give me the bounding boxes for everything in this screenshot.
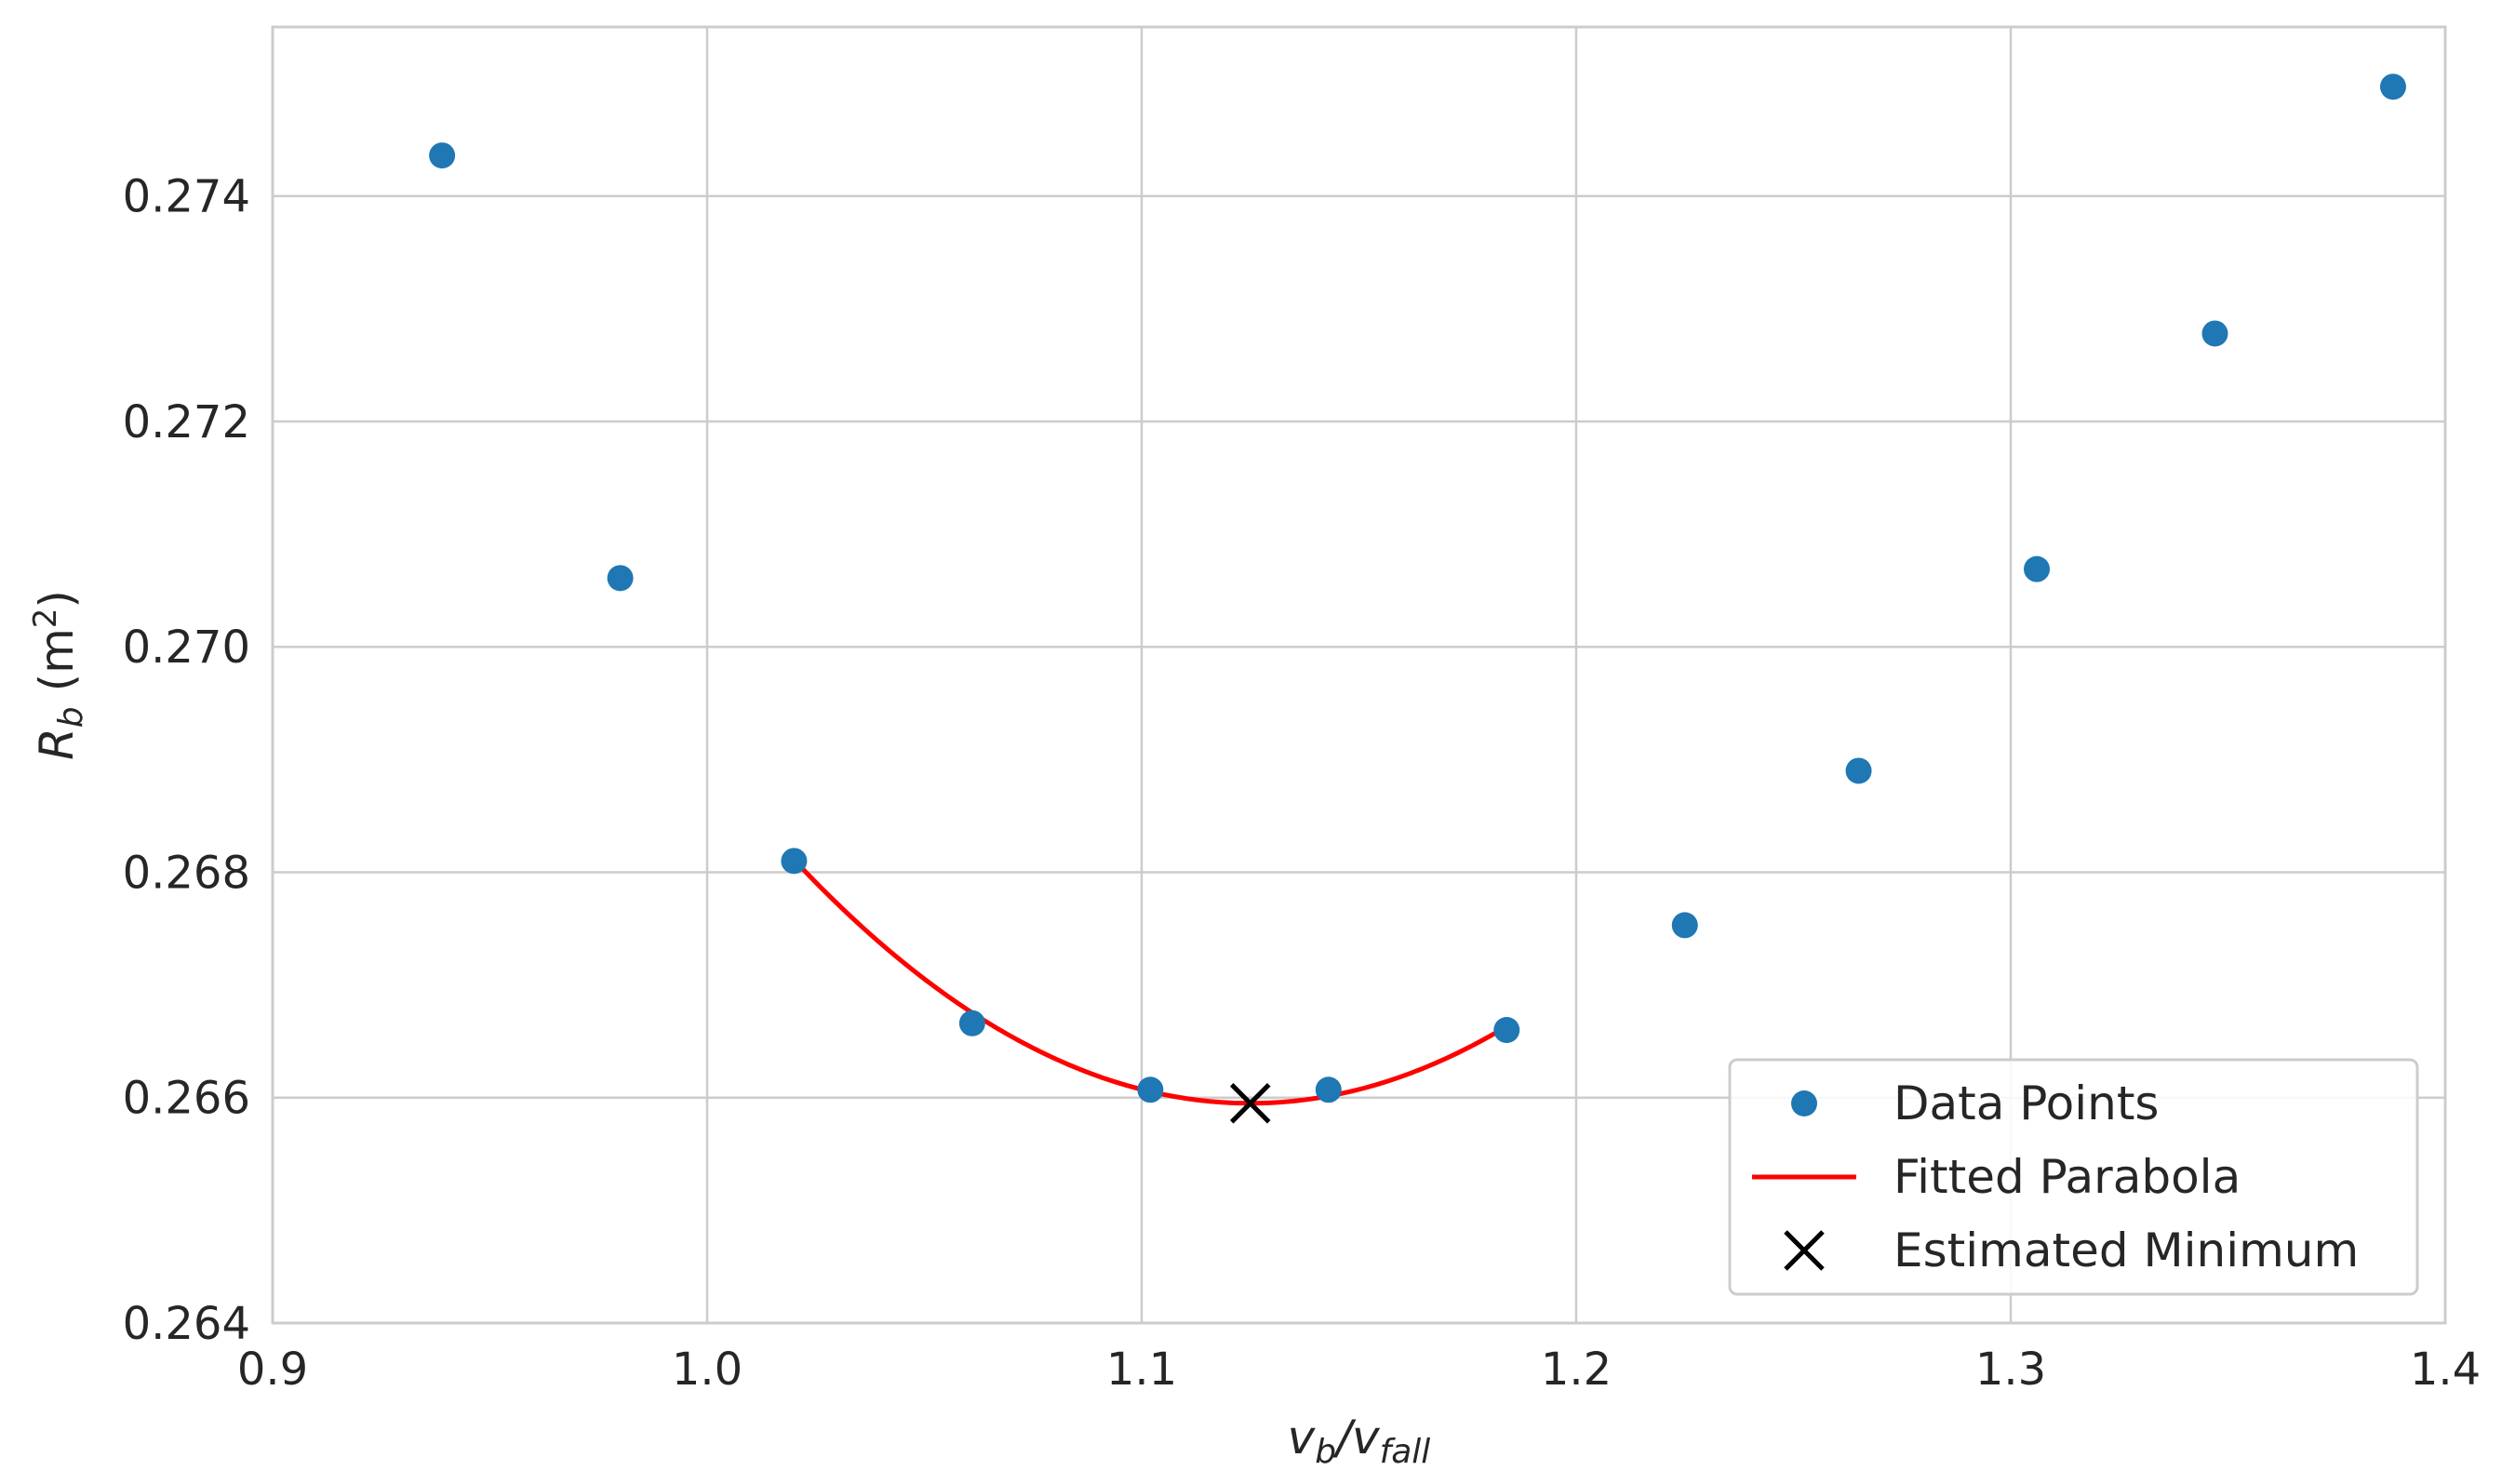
legend-label: Fitted Parabola [1893,1150,2241,1204]
y-tick-label: 0.268 [123,847,250,899]
x-axis-label: vb/vfall [1288,1410,1431,1471]
y-tick-label: 0.272 [123,396,250,448]
y-tick-label: 0.264 [123,1298,250,1350]
legend-label: Estimated Minimum [1893,1223,2359,1277]
plot-frame [271,25,2447,1325]
data-point [1493,1017,1520,1044]
x-label-sub2: fall [1380,1433,1431,1471]
x-label-sub1: b [1315,1433,1336,1471]
y-label-unit-post: ) [30,590,84,608]
fitted-parabola-line [792,858,1508,1106]
estimated-minimum-marker [1229,1083,1271,1124]
y-label-unit-pre: (m [30,628,84,706]
x-tick-label: 0.9 [237,1344,308,1396]
x-label-main: v [1288,1410,1317,1464]
x-tick-label: 1.2 [1541,1344,1612,1396]
y-label-sub: b [52,706,90,728]
data-point [1845,757,1872,784]
y-label-main: R [30,728,84,760]
data-point [2201,320,2228,347]
y-tick-label: 0.274 [123,171,250,223]
data-point [1137,1076,1164,1103]
y-axis-label: Rb (m2) [27,590,90,760]
legend-marker-data-points [1791,1090,1817,1116]
data-point [2024,555,2051,582]
x-label-sep: /v [1332,1410,1381,1464]
series-layer [429,74,2406,1124]
legend-marker-estimated-minimum [1784,1230,1825,1271]
data-point [781,848,808,875]
y-label-unit-sup: 2 [27,608,64,629]
x-tick-label: 1.4 [2410,1344,2481,1396]
data-point [2379,74,2406,100]
x-tick-label: 1.3 [1975,1344,2046,1396]
data-point [1671,912,1698,939]
data-point [429,142,456,169]
data-point [1315,1076,1342,1103]
data-point [958,1009,985,1036]
legend-box [1728,1058,2419,1296]
y-tick-label: 0.270 [123,622,250,674]
data-point [607,565,634,592]
x-tick-label: 1.0 [672,1344,743,1396]
y-tick-label: 0.266 [123,1073,250,1125]
legend-label: Data Points [1893,1076,2159,1130]
x-tick-label: 1.1 [1106,1344,1177,1396]
legend: Data Points Fitted Parabola Estimated Mini… [1728,1058,2419,1296]
tick-labels: 0.9 1.0 1.1 1.2 1.3 1.4 0.264 0.266 0.268 0.270 0.… [123,171,2482,1396]
